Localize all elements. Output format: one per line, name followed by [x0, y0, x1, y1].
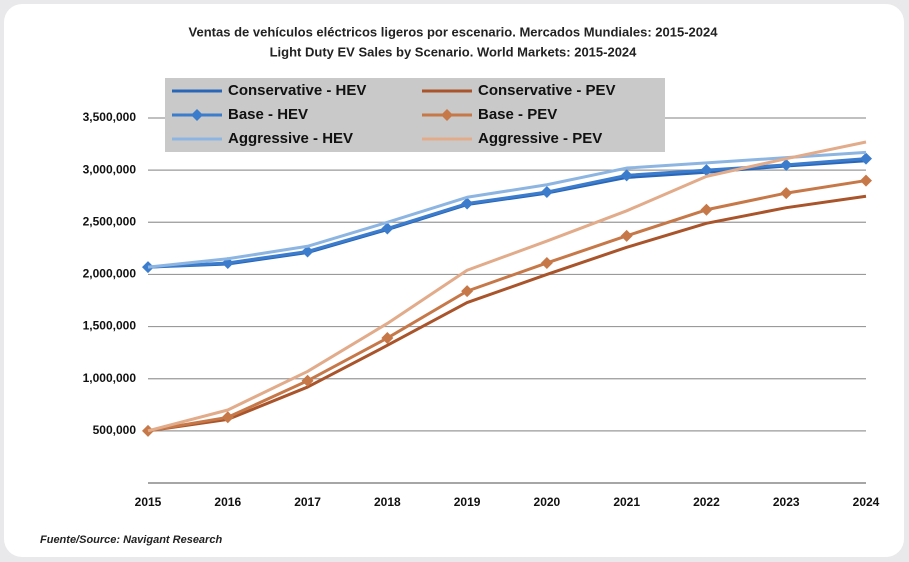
y-tick-label: 3,000,000 [83, 162, 137, 176]
x-tick-label: 2019 [454, 495, 481, 509]
lines [142, 140, 872, 437]
legend-label: Aggressive - PEV [478, 130, 602, 147]
marker [381, 332, 394, 345]
marker [221, 411, 234, 424]
y-tick-label: 2,000,000 [83, 267, 137, 281]
x-tick-label: 2021 [613, 495, 640, 509]
marker [461, 197, 474, 210]
series-line [147, 194, 867, 433]
marker [620, 169, 633, 182]
x-tick-label: 2015 [135, 495, 162, 509]
legend-label: Conservative - PEV [478, 82, 616, 99]
marker [381, 222, 394, 235]
marker [780, 158, 793, 171]
x-tick-label: 2024 [853, 495, 880, 509]
y-tick-label: 2,500,000 [83, 214, 137, 228]
x-tick-label: 2017 [294, 495, 321, 509]
marker [301, 374, 314, 387]
legend-label: Base - PEV [478, 106, 557, 123]
series-line [147, 140, 867, 433]
chart-title: Ventas de vehículos eléctricos ligeros p… [189, 24, 719, 39]
marker [700, 203, 713, 216]
legend: Conservative - HEV Conservative - PEV Base… [172, 82, 616, 147]
y-tick-label: 1,500,000 [83, 319, 137, 333]
legend-label: Aggressive - HEV [228, 130, 353, 147]
marker [860, 152, 872, 165]
x-tick-label: 2018 [374, 495, 401, 509]
marker [700, 164, 713, 177]
x-tick-label: 2023 [773, 495, 800, 509]
marker [301, 245, 314, 258]
x-tick-label: 2022 [693, 495, 720, 509]
chart-subtitle: Light Duty EV Sales by Scenario. World M… [270, 44, 638, 59]
grid: 500,000 1,000,000 1,500,000 2,000,000 2,500,… [83, 110, 880, 509]
legend-box [165, 78, 665, 152]
y-tick-label: 1,000,000 [83, 371, 137, 385]
x-tick-label: 2020 [534, 495, 561, 509]
series-line [147, 179, 867, 433]
marker [780, 187, 793, 200]
series-line [147, 150, 867, 269]
y-tick-label: 500,000 [93, 423, 137, 437]
marker [540, 186, 553, 199]
marker [461, 285, 474, 298]
legend-label: Conservative - HEV [228, 82, 366, 99]
source: Fuente/Source: Navigant Research [40, 534, 222, 546]
legend-label: Base - HEV [228, 106, 308, 123]
legend-marker [441, 109, 453, 121]
legend-marker [191, 109, 203, 121]
marker [540, 256, 553, 269]
marker [860, 174, 872, 187]
marker [620, 229, 633, 242]
x-tick-label: 2016 [214, 495, 241, 509]
y-tick-label: 3,500,000 [83, 110, 137, 124]
